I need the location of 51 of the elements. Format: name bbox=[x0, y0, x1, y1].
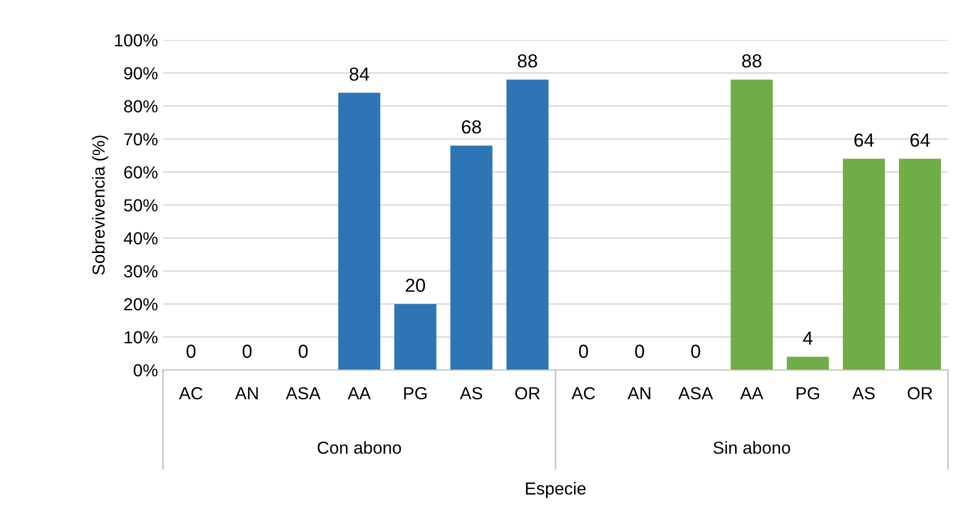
bar bbox=[786, 356, 829, 370]
data-label: 0 bbox=[579, 344, 588, 358]
bar bbox=[730, 80, 773, 370]
data-label: 64 bbox=[854, 133, 874, 147]
x-tick-label: AC bbox=[179, 387, 202, 400]
bar bbox=[506, 80, 548, 370]
data-label: 0 bbox=[691, 344, 700, 358]
x-tick-label: AN bbox=[628, 387, 650, 400]
x-tick-label: AC bbox=[572, 387, 595, 400]
x-axis-title: Especie bbox=[526, 482, 586, 498]
x-tick-label: PG bbox=[796, 387, 820, 400]
y-tick-label: 20% bbox=[124, 298, 158, 310]
y-tick-label: 0% bbox=[134, 364, 158, 376]
data-label: 0 bbox=[242, 344, 252, 358]
bar bbox=[450, 146, 492, 370]
data-label: 84 bbox=[350, 67, 370, 81]
x-tick-label: AS bbox=[460, 387, 482, 400]
data-label: 0 bbox=[186, 344, 196, 358]
x-tick-label: OR bbox=[908, 387, 932, 400]
x-tick-label: AN bbox=[235, 387, 258, 400]
bar bbox=[338, 92, 380, 370]
x-tick-label: ASA bbox=[678, 387, 714, 400]
y-tick-label: 100% bbox=[115, 34, 158, 46]
y-tick-label: 30% bbox=[124, 265, 158, 278]
bar bbox=[394, 304, 436, 370]
data-label: 88 bbox=[742, 54, 762, 68]
y-tick-label: 90% bbox=[124, 67, 158, 80]
y-tick-label: 80% bbox=[124, 100, 158, 112]
y-tick-label: 60% bbox=[124, 166, 158, 178]
data-label: 68 bbox=[462, 120, 482, 134]
data-label: 64 bbox=[910, 133, 930, 147]
bar bbox=[898, 158, 941, 370]
x-tick-label: AA bbox=[740, 387, 764, 400]
x-tick-label: PG bbox=[404, 387, 427, 400]
x-tick-label: AA bbox=[348, 387, 371, 400]
text: Con abono bbox=[318, 441, 401, 454]
y-tick-label: 10% bbox=[124, 331, 158, 344]
data-label: 4 bbox=[803, 332, 812, 345]
data-label: 0 bbox=[635, 344, 644, 358]
data-label: 0 bbox=[298, 344, 308, 358]
data-label: 88 bbox=[518, 54, 538, 68]
y-tick-label: 50% bbox=[124, 199, 158, 212]
bar bbox=[842, 158, 885, 370]
y-tick-label: 70% bbox=[124, 133, 158, 146]
y-axis-title: Sobrevivencia (%) bbox=[92, 136, 108, 275]
data-label: 20 bbox=[406, 278, 426, 292]
x-tick-label: ASA bbox=[286, 387, 321, 400]
text: Sin abono bbox=[713, 441, 790, 454]
x-tick-label: AS bbox=[852, 387, 875, 400]
x-tick-label: OR bbox=[515, 387, 540, 400]
y-tick-label: 40% bbox=[124, 232, 158, 244]
